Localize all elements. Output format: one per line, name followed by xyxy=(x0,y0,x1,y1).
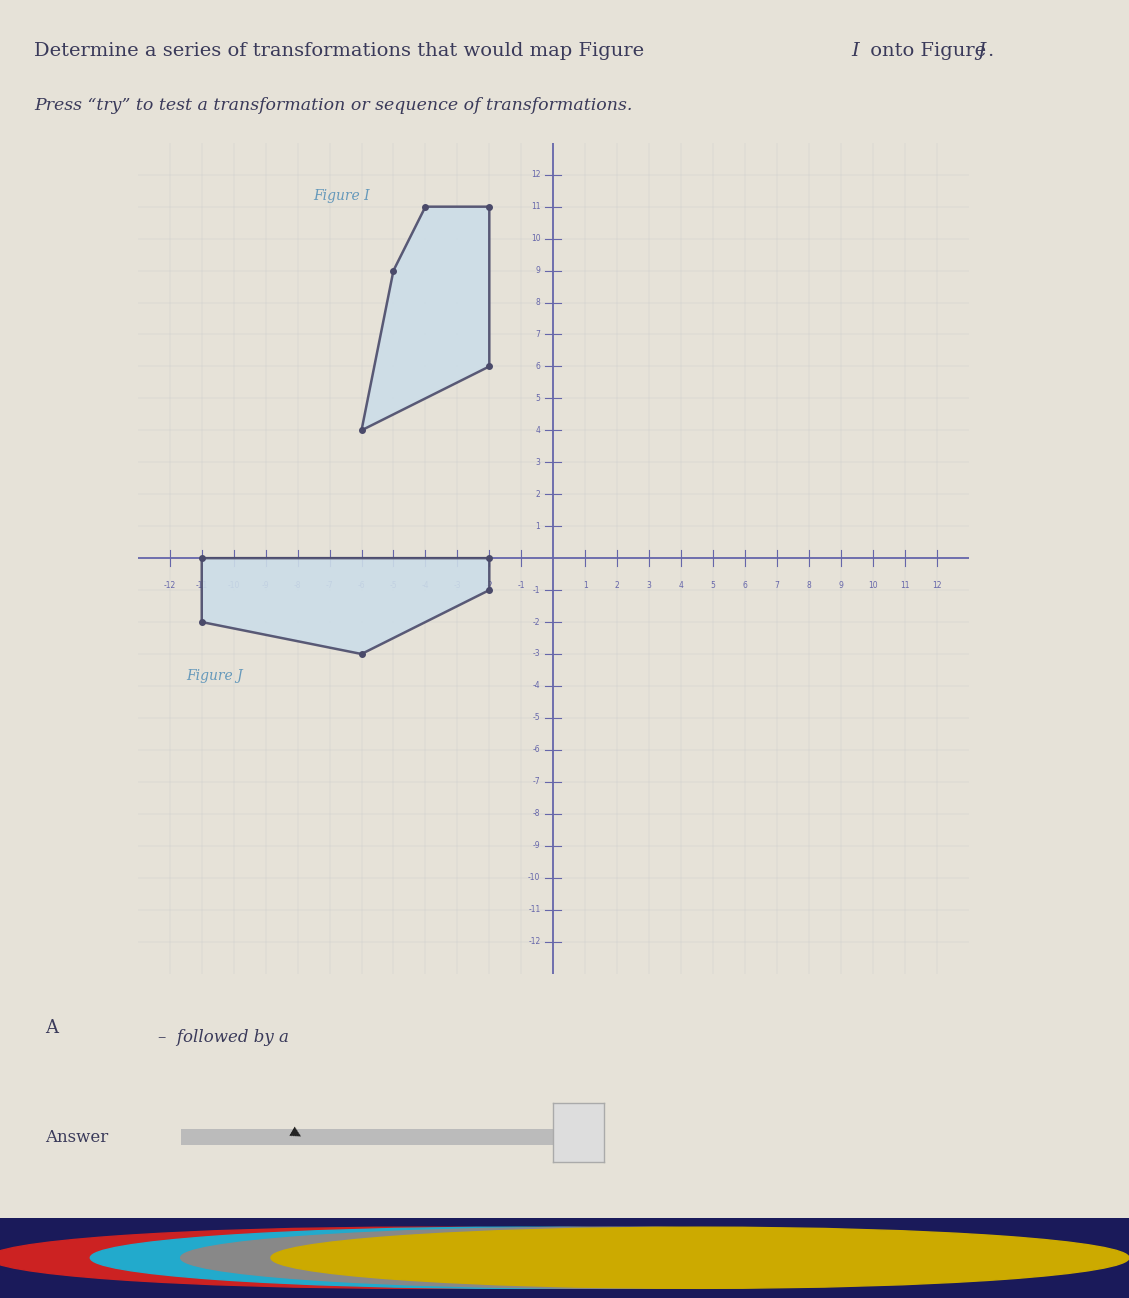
Circle shape xyxy=(271,1227,1129,1289)
Text: A: A xyxy=(45,1019,59,1037)
Text: -9: -9 xyxy=(262,580,270,589)
Text: 1: 1 xyxy=(535,522,541,531)
Text: 6: 6 xyxy=(535,362,541,371)
Text: 5: 5 xyxy=(535,393,541,402)
Text: -4: -4 xyxy=(421,580,429,589)
Text: -6: -6 xyxy=(358,580,366,589)
Text: 10: 10 xyxy=(531,234,541,243)
Text: 11: 11 xyxy=(900,580,910,589)
Text: -3: -3 xyxy=(454,580,461,589)
Circle shape xyxy=(0,1227,847,1289)
Text: 2: 2 xyxy=(614,580,620,589)
Text: 12: 12 xyxy=(931,580,942,589)
Text: -11: -11 xyxy=(528,905,541,914)
Circle shape xyxy=(90,1227,948,1289)
Text: -6: -6 xyxy=(533,745,541,754)
Text: Answer: Answer xyxy=(45,1129,108,1146)
Text: -10: -10 xyxy=(228,580,239,589)
Text: 4: 4 xyxy=(535,426,541,435)
Text: 9: 9 xyxy=(839,580,843,589)
Text: –  followed by a: – followed by a xyxy=(158,1029,289,1046)
Text: -12: -12 xyxy=(164,580,176,589)
Text: 10: 10 xyxy=(868,580,877,589)
Polygon shape xyxy=(361,206,489,431)
Text: onto Figure: onto Figure xyxy=(864,42,992,60)
Text: -3: -3 xyxy=(533,649,541,658)
Text: Figure I: Figure I xyxy=(314,190,370,204)
Text: -5: -5 xyxy=(390,580,397,589)
Text: -5: -5 xyxy=(533,714,541,723)
Text: 4: 4 xyxy=(679,580,683,589)
Text: -12: -12 xyxy=(528,937,541,946)
Text: -1: -1 xyxy=(517,580,525,589)
Text: 8: 8 xyxy=(806,580,812,589)
Text: 7: 7 xyxy=(774,580,779,589)
Text: 3: 3 xyxy=(647,580,651,589)
Text: Press “try” to test a transformation or sequence of transformations.: Press “try” to test a transformation or … xyxy=(34,97,632,114)
Text: .: . xyxy=(987,42,994,60)
Text: ▶: ▶ xyxy=(288,1124,304,1142)
Text: 9: 9 xyxy=(535,266,541,275)
Text: 5: 5 xyxy=(710,580,716,589)
Text: 6: 6 xyxy=(743,580,747,589)
Text: 2: 2 xyxy=(535,489,541,498)
Text: Determine a series of transformations that would map Figure: Determine a series of transformations th… xyxy=(34,42,650,60)
Text: -4: -4 xyxy=(533,681,541,691)
Text: -9: -9 xyxy=(533,841,541,850)
Polygon shape xyxy=(202,558,489,654)
Text: -2: -2 xyxy=(485,580,493,589)
Text: -8: -8 xyxy=(533,809,541,818)
Text: -2: -2 xyxy=(533,618,541,627)
Text: -7: -7 xyxy=(533,778,541,787)
Text: 8: 8 xyxy=(535,299,541,308)
Text: 7: 7 xyxy=(535,330,541,339)
Text: -7: -7 xyxy=(326,580,333,589)
Circle shape xyxy=(181,1227,1039,1289)
Text: -1: -1 xyxy=(533,585,541,594)
Text: -8: -8 xyxy=(294,580,301,589)
Text: -11: -11 xyxy=(195,580,208,589)
Text: J: J xyxy=(978,42,986,60)
Text: 12: 12 xyxy=(531,170,541,179)
Text: 3: 3 xyxy=(535,458,541,467)
Text: -10: -10 xyxy=(528,874,541,883)
Text: 1: 1 xyxy=(583,580,587,589)
Text: I: I xyxy=(851,42,859,60)
Text: 11: 11 xyxy=(531,202,541,212)
Text: Figure J: Figure J xyxy=(186,668,243,683)
